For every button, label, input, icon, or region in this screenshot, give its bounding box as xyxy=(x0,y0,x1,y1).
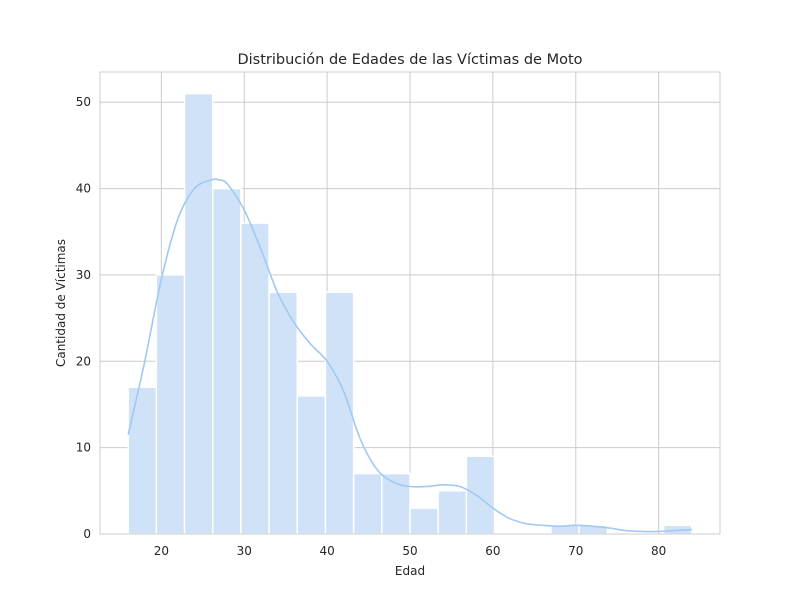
plot-frame xyxy=(99,71,721,535)
histogram-bar xyxy=(324,291,355,535)
chart-title: Distribución de Edades de las Víctimas d… xyxy=(237,52,582,68)
histogram-bar xyxy=(211,187,242,535)
x-tick-label: 50 xyxy=(402,544,417,558)
x-tick-label: 30 xyxy=(237,544,252,558)
x-tick-label: 70 xyxy=(568,544,583,558)
histogram-bar xyxy=(127,386,158,535)
histogram-bars xyxy=(127,92,693,535)
y-tick-label: 10 xyxy=(76,441,91,455)
y-tick-label: 30 xyxy=(76,268,91,282)
histogram-bar xyxy=(268,291,299,535)
histogram-bar xyxy=(183,92,214,535)
histogram-bar xyxy=(352,472,383,535)
y-tick-label: 50 xyxy=(76,95,91,109)
histogram-bar xyxy=(296,395,327,535)
histogram-bar xyxy=(437,490,468,535)
y-tick-label: 0 xyxy=(83,527,91,541)
x-axis-label: Edad xyxy=(395,564,425,578)
y-axis-label: Cantidad de Víctimas xyxy=(54,239,68,367)
y-tick-label: 20 xyxy=(76,354,91,368)
x-tick-label: 80 xyxy=(651,544,666,558)
histogram-bar xyxy=(409,507,439,535)
y-tick-labels: 0 10 20 30 40 50 xyxy=(76,95,91,541)
x-tick-label: 20 xyxy=(154,544,169,558)
kde-curve xyxy=(127,178,692,533)
histogram-bar xyxy=(465,455,496,535)
histogram-bar xyxy=(155,274,186,535)
histogram-bar xyxy=(240,222,270,535)
x-tick-label: 60 xyxy=(485,544,500,558)
x-tick-label: 40 xyxy=(319,544,334,558)
y-tick-label: 40 xyxy=(76,182,91,196)
x-tick-labels: 20 30 40 50 60 70 80 xyxy=(154,544,667,558)
